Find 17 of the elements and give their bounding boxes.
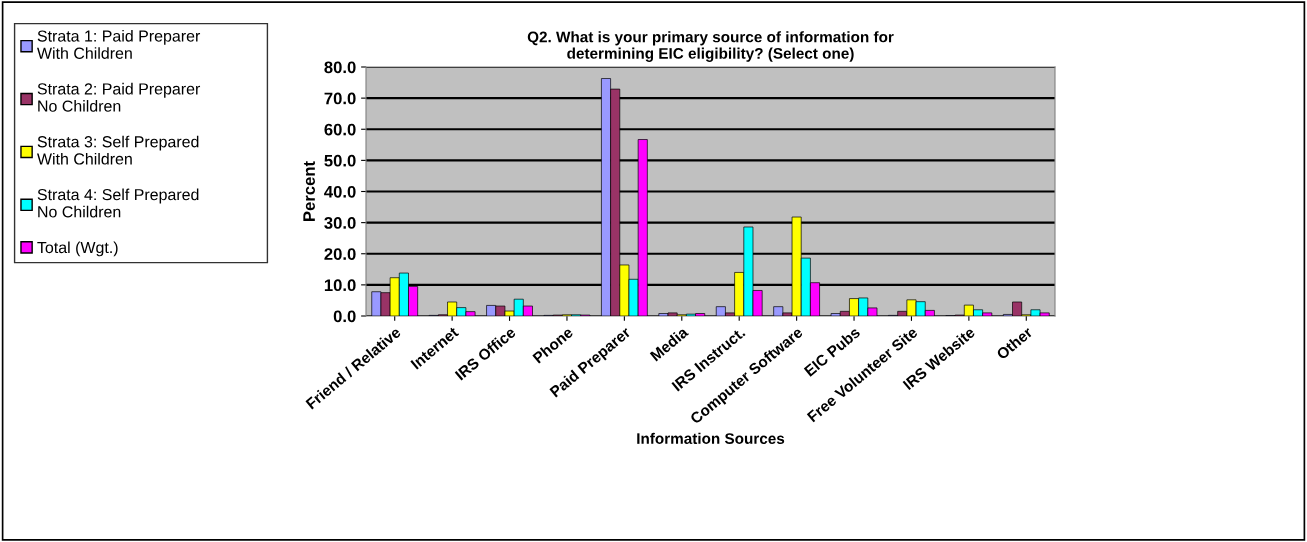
chart-title: Q2. What is your primary source of information for determining EIC eligibility? (Select one): [527, 31, 894, 62]
legend-label: Strata 1: Paid Preparer With Children: [37, 29, 201, 59]
y-tick-label: 40.0: [324, 185, 356, 198]
y-tick-label: 10.0: [324, 279, 356, 292]
y-tick-label: 60.0: [324, 123, 356, 136]
x-axis-title: Information Sources: [637, 432, 785, 444]
y-tick-label: 70.0: [324, 92, 356, 105]
y-axis-title: Percent: [303, 161, 315, 221]
legend-label: Strata 3: Self Prepared With Children: [37, 135, 199, 165]
legend-label: Total (Wgt.): [37, 241, 118, 257]
y-tick-label: 20.0: [324, 248, 356, 260]
y-tick-label: 0.0: [333, 310, 356, 323]
y-tick-label: 50.0: [324, 154, 356, 167]
legend-label: Strata 2: Paid Preparer No Children: [37, 82, 201, 112]
y-tick-label: 30.0: [324, 217, 356, 229]
y-tick-label: 80.0: [324, 61, 356, 74]
legend-label: Strata 4: Self Prepared No Children: [37, 188, 199, 218]
